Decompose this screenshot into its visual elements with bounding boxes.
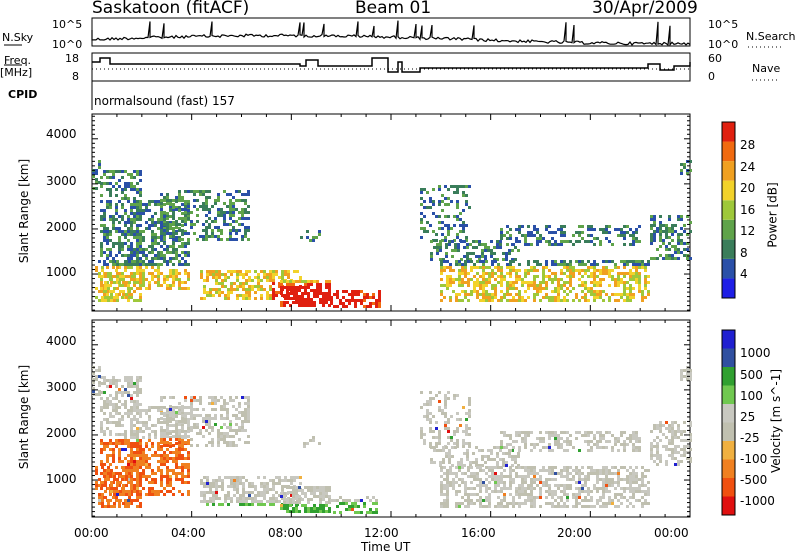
nsearch-tick-low: 10^0 <box>708 38 739 51</box>
xtick-2: 08:00 <box>268 526 303 540</box>
power-colorbar-swatch <box>722 180 735 201</box>
power-tick-24: 24 <box>740 160 756 174</box>
freq-tick-low: 8 <box>72 70 79 83</box>
beam-title: Beam 01 <box>355 0 432 18</box>
xtick-6: 00:00 <box>654 526 689 540</box>
nsky-frame <box>91 17 691 47</box>
xlabel: Time UT <box>361 540 411 554</box>
vel-tick-25: 25 <box>740 410 756 424</box>
power-colorbar-swatch <box>722 239 735 259</box>
vel-tick-1000: 1000 <box>740 346 771 360</box>
freq-trace <box>92 57 691 73</box>
nsearch-tick-high: 10^5 <box>708 18 739 31</box>
velocity-colorbar-swatch <box>722 422 735 441</box>
power-panel-cells <box>92 160 692 308</box>
p2-ytick-1000: 1000 <box>46 472 77 486</box>
p1-ytick-1000: 1000 <box>46 265 77 279</box>
velocity-colorbar-frame <box>721 329 736 516</box>
velocity-panel-cells <box>92 366 692 514</box>
freq-unit: [MHz] <box>0 66 33 79</box>
power-tick-8: 8 <box>740 246 748 260</box>
power-tick-12: 12 <box>740 224 756 238</box>
p1-ytick-4000: 4000 <box>46 127 77 141</box>
velocity-colorbar-swatch <box>722 348 735 367</box>
p1-ytick-2000: 2000 <box>46 220 77 234</box>
vel-tick-m25: -25 <box>740 431 760 445</box>
power-colorbar-swatch <box>722 122 735 142</box>
nsky-tick-high: 10^5 <box>52 18 83 31</box>
power-tick-4: 4 <box>740 267 748 281</box>
nave-tick-high: 60 <box>708 52 722 65</box>
power-colorbar-swatch <box>722 200 735 220</box>
velocity-colorbar-swatch <box>722 496 735 515</box>
xtick-3: 12:00 <box>364 526 399 540</box>
power-colorbar-swatch <box>722 258 735 279</box>
freq-tick-high: 18 <box>65 52 79 65</box>
power-colorbar-swatch <box>722 161 735 181</box>
nsky-tick-low: 10^0 <box>52 38 83 51</box>
vel-tick-m1000: -1000 <box>740 494 775 508</box>
velocity-colorbar-swatch <box>722 330 735 349</box>
nsky-label: N.Sky <box>2 31 34 44</box>
power-colorbar-swatch <box>722 219 735 240</box>
vel-tick-500: 500 <box>740 368 763 382</box>
power-tick-20: 20 <box>740 181 756 195</box>
nsearch-label: N.Search <box>746 30 796 43</box>
velocity-colorbar-swatch <box>722 459 735 478</box>
freq-frame <box>91 52 691 82</box>
p2-ytick-2000: 2000 <box>46 426 77 440</box>
power-colorbar-swatch <box>722 141 735 162</box>
velocity-colorbar-swatch <box>722 367 735 386</box>
xtick-0: 00:00 <box>74 526 109 540</box>
vel-tick-100: 100 <box>740 389 763 403</box>
xtick-1: 04:00 <box>171 526 206 540</box>
power-colorbar-frame <box>721 121 736 299</box>
nave-label: Nave <box>752 62 781 75</box>
p2-ytick-4000: 4000 <box>46 334 77 348</box>
cpid-label: CPID <box>8 88 38 101</box>
p1-ytick-3000: 3000 <box>46 174 77 188</box>
power-colorbar-swatch <box>722 278 735 298</box>
xtick-4: 16:00 <box>461 526 496 540</box>
freq-label: Freq. <box>4 54 32 67</box>
velocity-colorbar-swatch <box>722 404 735 423</box>
station-title: Saskatoon (fitACF) <box>92 0 250 18</box>
nsky-trace <box>91 20 691 47</box>
xtick-5: 20:00 <box>557 526 592 540</box>
power-tick-28: 28 <box>740 138 756 152</box>
nave-tick-low: 0 <box>708 70 715 83</box>
velocity-colorbar-swatch <box>722 441 735 460</box>
vel-tick-m500: -500 <box>740 473 768 487</box>
p2-ytick-3000: 3000 <box>46 380 77 394</box>
cpid-text: normalsound (fast) 157 <box>94 94 235 108</box>
date-title: 30/Apr/2009 <box>592 0 698 18</box>
vel-tick-m100: -100 <box>740 452 768 466</box>
velocity-colorbar-swatch <box>722 478 735 497</box>
power-tick-16: 16 <box>740 203 756 217</box>
velocity-colorbar-swatch <box>722 385 735 404</box>
